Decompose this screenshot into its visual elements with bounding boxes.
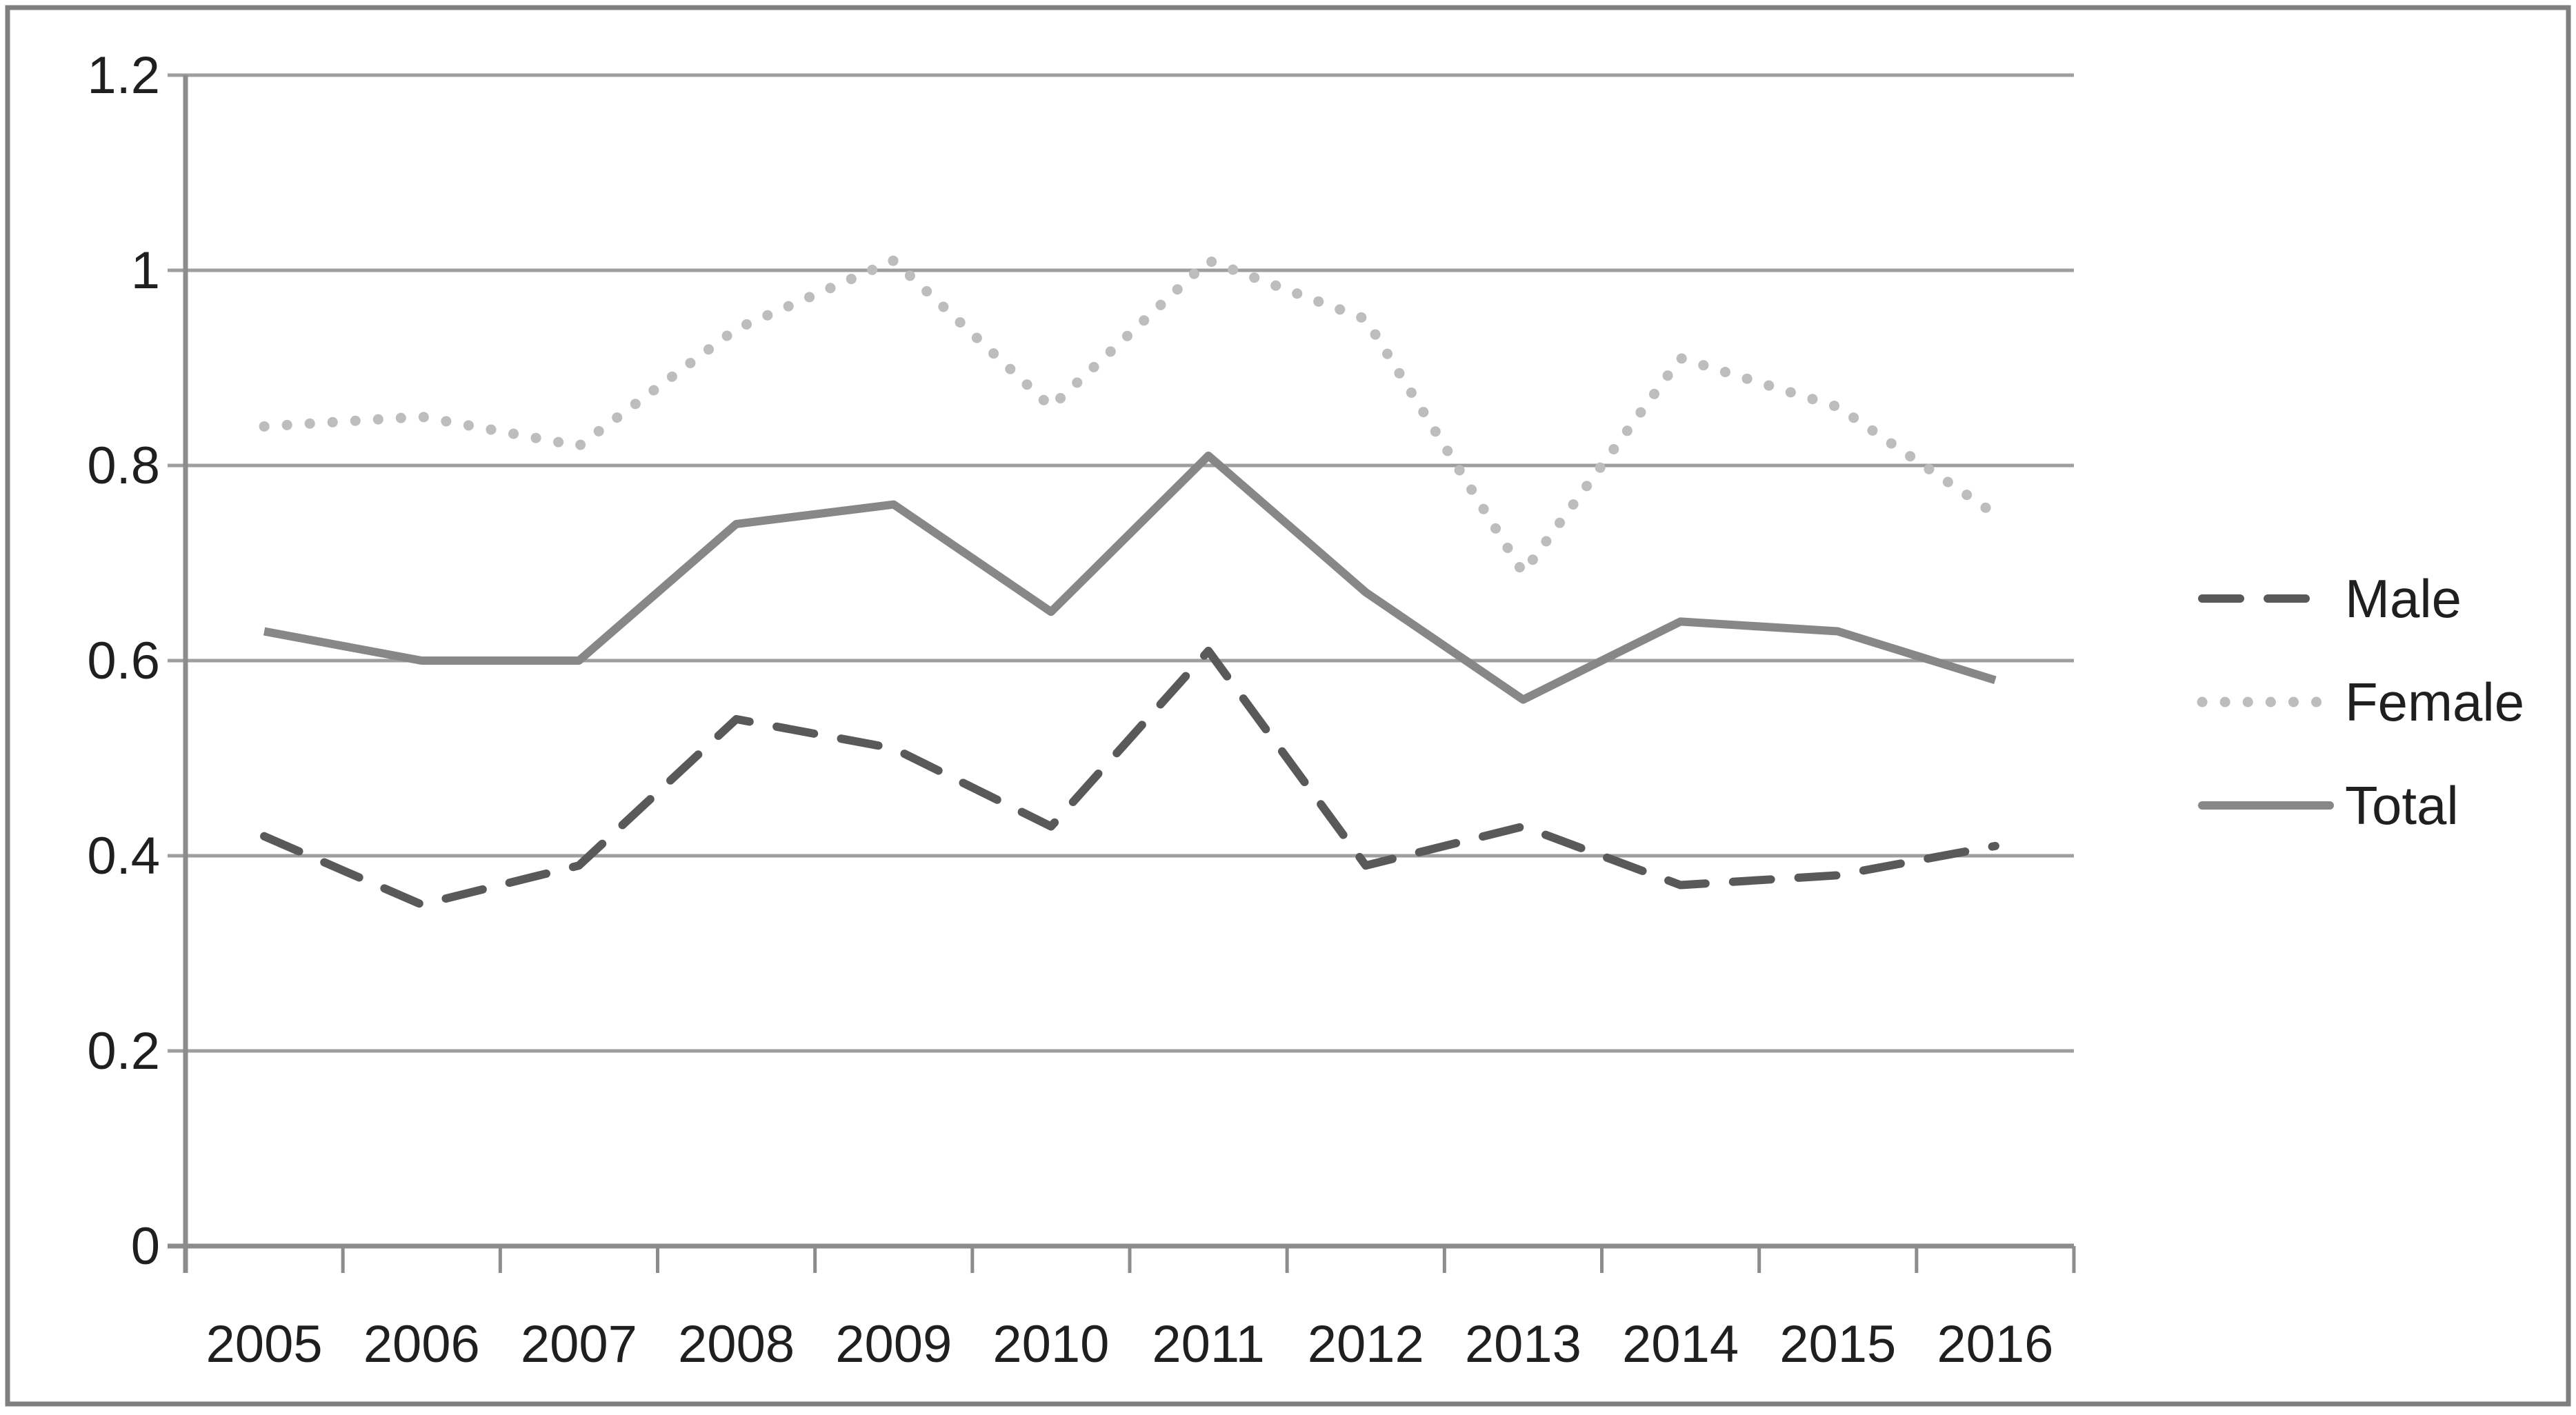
y-tick-label: 0.8 <box>87 436 160 495</box>
series-line-total <box>263 451 1997 704</box>
y-tick-label: 1.2 <box>87 46 160 105</box>
x-tick-label: 2009 <box>835 1315 952 1374</box>
y-tick-label: 0.2 <box>87 1022 160 1081</box>
x-tick-label: 2015 <box>1779 1315 1896 1374</box>
legend-label-male: Male <box>2345 568 2462 629</box>
legend-label-total: Total <box>2345 775 2459 836</box>
chart-frame <box>5 5 2571 1407</box>
x-tick-label: 2011 <box>1152 1315 1264 1374</box>
y-tick-label: 0.6 <box>87 632 160 690</box>
x-tick-label: 2012 <box>1308 1315 1424 1374</box>
legend-label-female: Female <box>2345 672 2524 732</box>
x-tick-label: 2014 <box>1622 1315 1739 1374</box>
series-line-male <box>260 646 1999 909</box>
y-tick-label: 0.4 <box>87 827 160 885</box>
series-line-female <box>259 255 2001 579</box>
x-tick-label: 2005 <box>206 1315 323 1374</box>
x-tick-label: 2013 <box>1465 1315 1581 1374</box>
x-tick-label: 2007 <box>521 1315 637 1374</box>
x-tick-label: 2008 <box>678 1315 795 1374</box>
x-tick-label: 2016 <box>1937 1315 2053 1374</box>
x-tick-label: 2010 <box>992 1315 1109 1374</box>
y-tick-label: 0 <box>131 1217 160 1276</box>
x-tick-label: 2006 <box>363 1315 480 1374</box>
y-tick-label: 1 <box>131 241 160 300</box>
